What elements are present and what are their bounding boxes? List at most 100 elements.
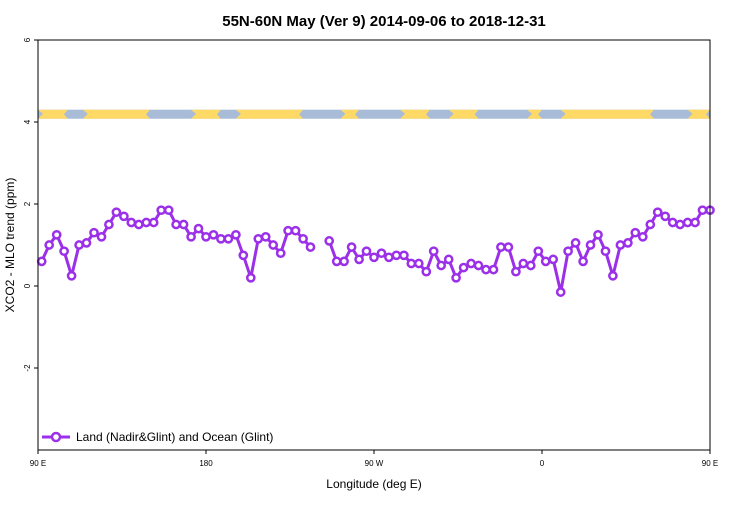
data-point	[231, 229, 241, 240]
chart-title: 55N-60N May (Ver 9) 2014-09-06 to 2018-1…	[222, 13, 546, 30]
x-axis-label: Longitude (deg E)	[326, 477, 421, 491]
data-point	[290, 225, 301, 236]
x-axis: 90 E 180 90 W 0 90 E	[30, 450, 718, 468]
data-point	[637, 231, 648, 242]
y-tick-label: 0	[23, 283, 32, 288]
data-point	[578, 256, 588, 267]
data-point	[451, 272, 461, 283]
data-point	[391, 250, 402, 261]
x-tick-label: 180	[199, 459, 213, 468]
band-land-patch	[340, 109, 360, 119]
legend-marker-swatch	[50, 431, 62, 443]
data-point	[488, 264, 499, 275]
series-layer	[36, 205, 715, 297]
data-point	[555, 287, 566, 297]
band-land-patch	[191, 109, 221, 119]
data-point	[216, 233, 226, 244]
data-point	[361, 246, 372, 257]
band-land-patch	[560, 109, 654, 119]
data-point	[518, 258, 529, 269]
data-point	[503, 242, 514, 252]
data-point	[399, 250, 409, 261]
data-point	[406, 258, 417, 269]
data-point	[36, 256, 47, 267]
data-point	[66, 270, 77, 281]
data-point	[59, 246, 69, 257]
data-point	[245, 272, 256, 283]
data-point	[260, 231, 271, 242]
band-land-patch	[527, 109, 542, 119]
data-point	[630, 227, 641, 238]
data-point	[156, 205, 167, 216]
data-point	[208, 229, 219, 240]
y-axis: -2 0 2 4 6	[23, 37, 38, 372]
data-point	[201, 231, 211, 242]
data-point	[305, 242, 316, 252]
data-point	[126, 217, 137, 228]
data-point	[298, 233, 308, 244]
data-point	[570, 238, 581, 248]
y-axis-label: XCO2 - MLO trend (ppm)	[3, 178, 17, 313]
data-point	[675, 219, 685, 230]
data-point	[697, 205, 708, 216]
data-point	[346, 242, 357, 252]
x-tick-label: 90 E	[702, 459, 718, 468]
data-point	[563, 246, 573, 257]
legend: Land (Nadir&Glint) and Ocean (Glint)	[42, 430, 273, 444]
y-tick-label: -2	[23, 364, 32, 372]
data-point	[682, 217, 693, 228]
data-point	[421, 266, 432, 277]
band-land-patch	[235, 109, 304, 119]
data-point	[223, 233, 234, 244]
data-point	[238, 250, 249, 261]
data-point	[458, 262, 469, 273]
data-point	[369, 252, 379, 263]
data-point	[324, 236, 335, 246]
band-land-patch	[400, 109, 430, 119]
data-point	[652, 207, 663, 218]
data-point	[660, 211, 671, 222]
data-point	[525, 260, 536, 271]
data-point	[74, 240, 84, 250]
data-point	[481, 264, 491, 275]
data-point	[275, 248, 286, 259]
x-tick-label: 90 W	[365, 459, 384, 468]
data-point	[645, 219, 656, 230]
band-land-patch	[687, 109, 710, 119]
data-point	[533, 246, 544, 257]
y-tick-label: 6	[23, 37, 32, 42]
data-point	[178, 219, 189, 230]
band-land-patch	[82, 109, 150, 119]
data-point	[511, 266, 521, 277]
data-point	[141, 217, 152, 228]
data-point	[443, 254, 454, 265]
data-point	[690, 217, 700, 228]
data-point	[339, 256, 349, 267]
data-point	[119, 211, 129, 222]
data-point	[268, 240, 279, 250]
data-point	[593, 229, 603, 240]
data-point	[608, 270, 618, 281]
data-point	[548, 254, 559, 265]
band-land-patch	[38, 109, 68, 119]
data-point	[436, 260, 447, 271]
x-tick-label: 90 E	[30, 459, 46, 468]
x-tick-label: 0	[540, 459, 545, 468]
data-point	[81, 238, 92, 248]
data-point	[283, 225, 293, 236]
data-point	[89, 227, 99, 238]
data-point	[44, 240, 55, 250]
data-point	[473, 260, 484, 271]
band-ocean	[38, 109, 710, 119]
data-point	[600, 246, 611, 257]
y-tick-label: 2	[23, 201, 32, 206]
data-point	[428, 246, 439, 257]
data-point	[623, 238, 633, 248]
data-point	[193, 223, 204, 234]
data-point	[376, 248, 387, 259]
data-point	[615, 240, 626, 250]
band-land-patch	[448, 109, 479, 119]
legend-entry-label: Land (Nadir&Glint) and Ocean (Glint)	[76, 430, 273, 444]
